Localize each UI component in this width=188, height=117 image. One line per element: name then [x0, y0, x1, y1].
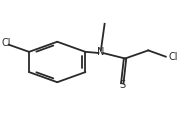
Text: Cl: Cl — [169, 52, 178, 62]
Text: Cl: Cl — [2, 38, 11, 48]
Text: S: S — [119, 80, 125, 90]
Text: N: N — [97, 47, 105, 57]
